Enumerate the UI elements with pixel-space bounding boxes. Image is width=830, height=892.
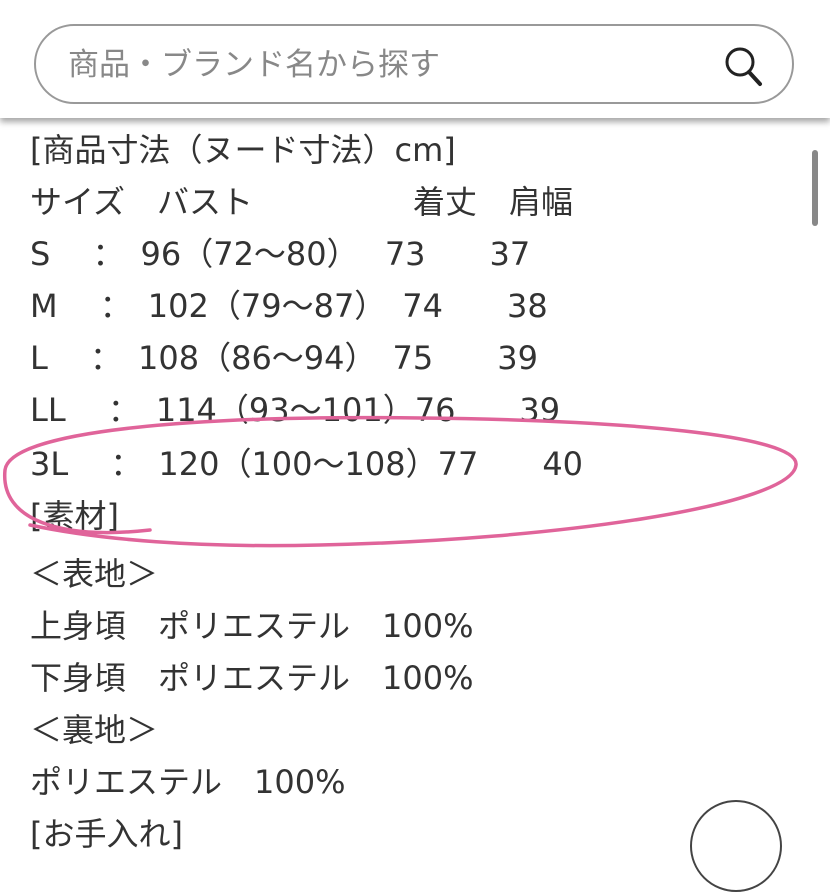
size-heading: [商品寸法（ヌード寸法）cm] [30, 131, 456, 169]
outer-fabric-heading: ＜表地＞ [30, 555, 159, 593]
lining-heading: ＜裏地＞ [30, 711, 159, 749]
search-bar[interactable] [34, 24, 794, 104]
size-row-s: S ： 96（72〜80） 73 37 [30, 235, 531, 273]
size-row-3l: 3L ： 120（100〜108）77 40 [30, 445, 584, 483]
size-table-header: サイズ バスト 着丈 肩幅 [30, 183, 574, 221]
lower-body-material: 下身頃 ポリエステル 100% [30, 659, 474, 697]
search-icon[interactable] [722, 44, 766, 88]
material-heading: [素材] [30, 497, 119, 535]
upper-body-material: 上身頃 ポリエステル 100% [30, 607, 474, 645]
size-row-ll: LL ： 114（93〜101）76 39 [30, 391, 561, 429]
header [0, 0, 830, 118]
search-input[interactable] [66, 40, 710, 90]
care-heading: [お手入れ] [30, 815, 183, 853]
size-row-l: L ： 108（86〜94） 75 39 [30, 339, 538, 377]
floating-button[interactable] [690, 800, 782, 892]
size-row-m: M ： 102（79〜87） 74 38 [30, 287, 548, 325]
scrollbar[interactable] [812, 150, 818, 226]
lining-material: ポリエステル 100% [30, 763, 346, 801]
